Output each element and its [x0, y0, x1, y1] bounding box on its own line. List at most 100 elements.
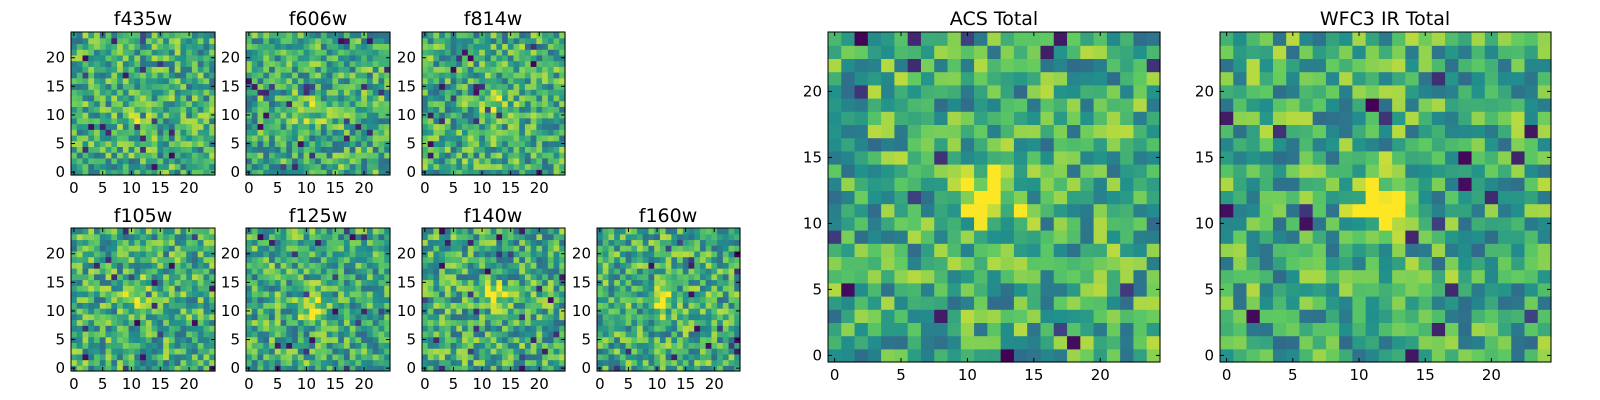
heatmap-cell — [117, 100, 124, 107]
heatmap-cell — [384, 157, 391, 165]
heatmap-cell — [303, 302, 310, 309]
heatmap-cell — [122, 49, 130, 56]
heatmap-cell — [157, 325, 164, 332]
heatmap-cell — [1146, 164, 1161, 178]
heatmap-cell — [473, 83, 480, 90]
heatmap-cell — [157, 290, 164, 298]
heatmap-cell — [286, 112, 293, 119]
heatmap-cell — [180, 163, 187, 170]
heatmap-cell — [274, 37, 282, 45]
heatmap-cell — [292, 296, 299, 303]
heatmap-cell — [524, 262, 532, 269]
heatmap-cell — [507, 353, 515, 361]
heatmap-cell — [180, 32, 187, 39]
heatmap-cell — [542, 308, 549, 315]
heatmap-cell — [450, 77, 457, 85]
heatmap-cell — [519, 268, 526, 275]
heatmap-cell — [355, 239, 362, 246]
heatmap-cell — [372, 60, 380, 67]
heatmap-cell — [427, 146, 435, 153]
heatmap-cell — [631, 319, 638, 326]
heatmap-cell — [934, 164, 949, 178]
heatmap-cell — [1000, 309, 1015, 323]
heatmap-cell — [366, 146, 374, 153]
heatmap-cell — [163, 123, 170, 130]
heatmap-cell — [422, 72, 429, 79]
heatmap-cell — [1013, 164, 1028, 178]
heatmap-cell — [422, 313, 429, 321]
heatmap-cell — [422, 94, 429, 102]
heatmap-cell — [1093, 348, 1108, 363]
heatmap-cell — [140, 365, 147, 372]
heatmap-cell — [462, 359, 469, 366]
heatmap-cell — [88, 123, 95, 130]
heatmap-cell — [473, 60, 480, 67]
heatmap-cell — [490, 169, 497, 176]
heatmap-cell — [117, 302, 124, 309]
heatmap-cell — [711, 308, 718, 315]
heatmap-cell — [422, 353, 429, 361]
heatmap-cell — [320, 279, 328, 286]
heatmap-cell — [694, 319, 701, 326]
heatmap-cell — [76, 134, 84, 142]
heatmap-cell — [384, 60, 391, 67]
heatmap-cell — [1067, 269, 1081, 284]
heatmap-cell — [665, 245, 672, 252]
heatmap-cell — [479, 290, 486, 298]
heatmap-cell — [197, 256, 205, 263]
heatmap-cell — [280, 100, 287, 107]
heatmap-cell — [309, 250, 316, 258]
heatmap-cell — [174, 129, 182, 136]
heatmap-cell — [343, 262, 351, 269]
heatmap-cell — [163, 146, 170, 153]
heatmap-cell — [315, 43, 322, 50]
heatmap-cell — [297, 157, 305, 165]
heatmap-cell — [76, 319, 84, 326]
heatmap-cell — [705, 330, 712, 338]
heatmap-cell — [163, 228, 170, 235]
heatmap-cell — [140, 60, 147, 67]
heatmap-cell — [309, 279, 316, 286]
heatmap-cell — [947, 150, 962, 165]
heatmap-cell — [841, 348, 856, 363]
heatmap-cell — [303, 94, 310, 102]
heatmap-cell — [251, 245, 259, 252]
heatmap-cell — [608, 296, 615, 303]
heatmap-cell — [734, 285, 741, 292]
heatmap-cell — [111, 228, 118, 235]
heatmap-cell — [934, 230, 949, 244]
heatmap-cell — [105, 106, 112, 113]
heatmap-cell — [671, 313, 678, 321]
heatmap-cell — [694, 245, 701, 252]
heatmap-cell — [484, 54, 492, 62]
heatmap-cell — [473, 123, 480, 130]
heatmap-cell — [433, 245, 440, 252]
heatmap-cell — [372, 117, 380, 125]
heatmap-cell — [251, 359, 259, 366]
heatmap-cell — [427, 83, 435, 90]
heatmap-cell — [553, 157, 560, 165]
y-tick-label: 5 — [406, 331, 416, 349]
heatmap-cell — [479, 313, 486, 321]
heatmap-cell — [286, 348, 293, 355]
heatmap-cell — [140, 285, 147, 292]
heatmap-cell — [343, 268, 351, 275]
heatmap-cell — [705, 250, 712, 258]
heatmap-cell — [439, 112, 446, 119]
heatmap-cell — [361, 279, 368, 286]
heatmap-cell — [625, 262, 632, 269]
heatmap-cell — [1093, 203, 1108, 218]
heatmap-cell — [263, 285, 270, 292]
heatmap-cell — [203, 72, 210, 79]
heatmap-cell — [366, 348, 374, 355]
heatmap-cell — [320, 285, 328, 292]
heatmap-cell — [349, 112, 357, 119]
heatmap-cell — [372, 66, 380, 73]
heatmap-cell — [524, 233, 532, 241]
heatmap-cell — [439, 157, 446, 165]
heatmap-cell — [530, 285, 537, 292]
heatmap-cell — [728, 313, 735, 321]
heatmap-cell — [467, 290, 475, 298]
heatmap-cell — [292, 54, 299, 62]
heatmap-cell — [343, 319, 351, 326]
